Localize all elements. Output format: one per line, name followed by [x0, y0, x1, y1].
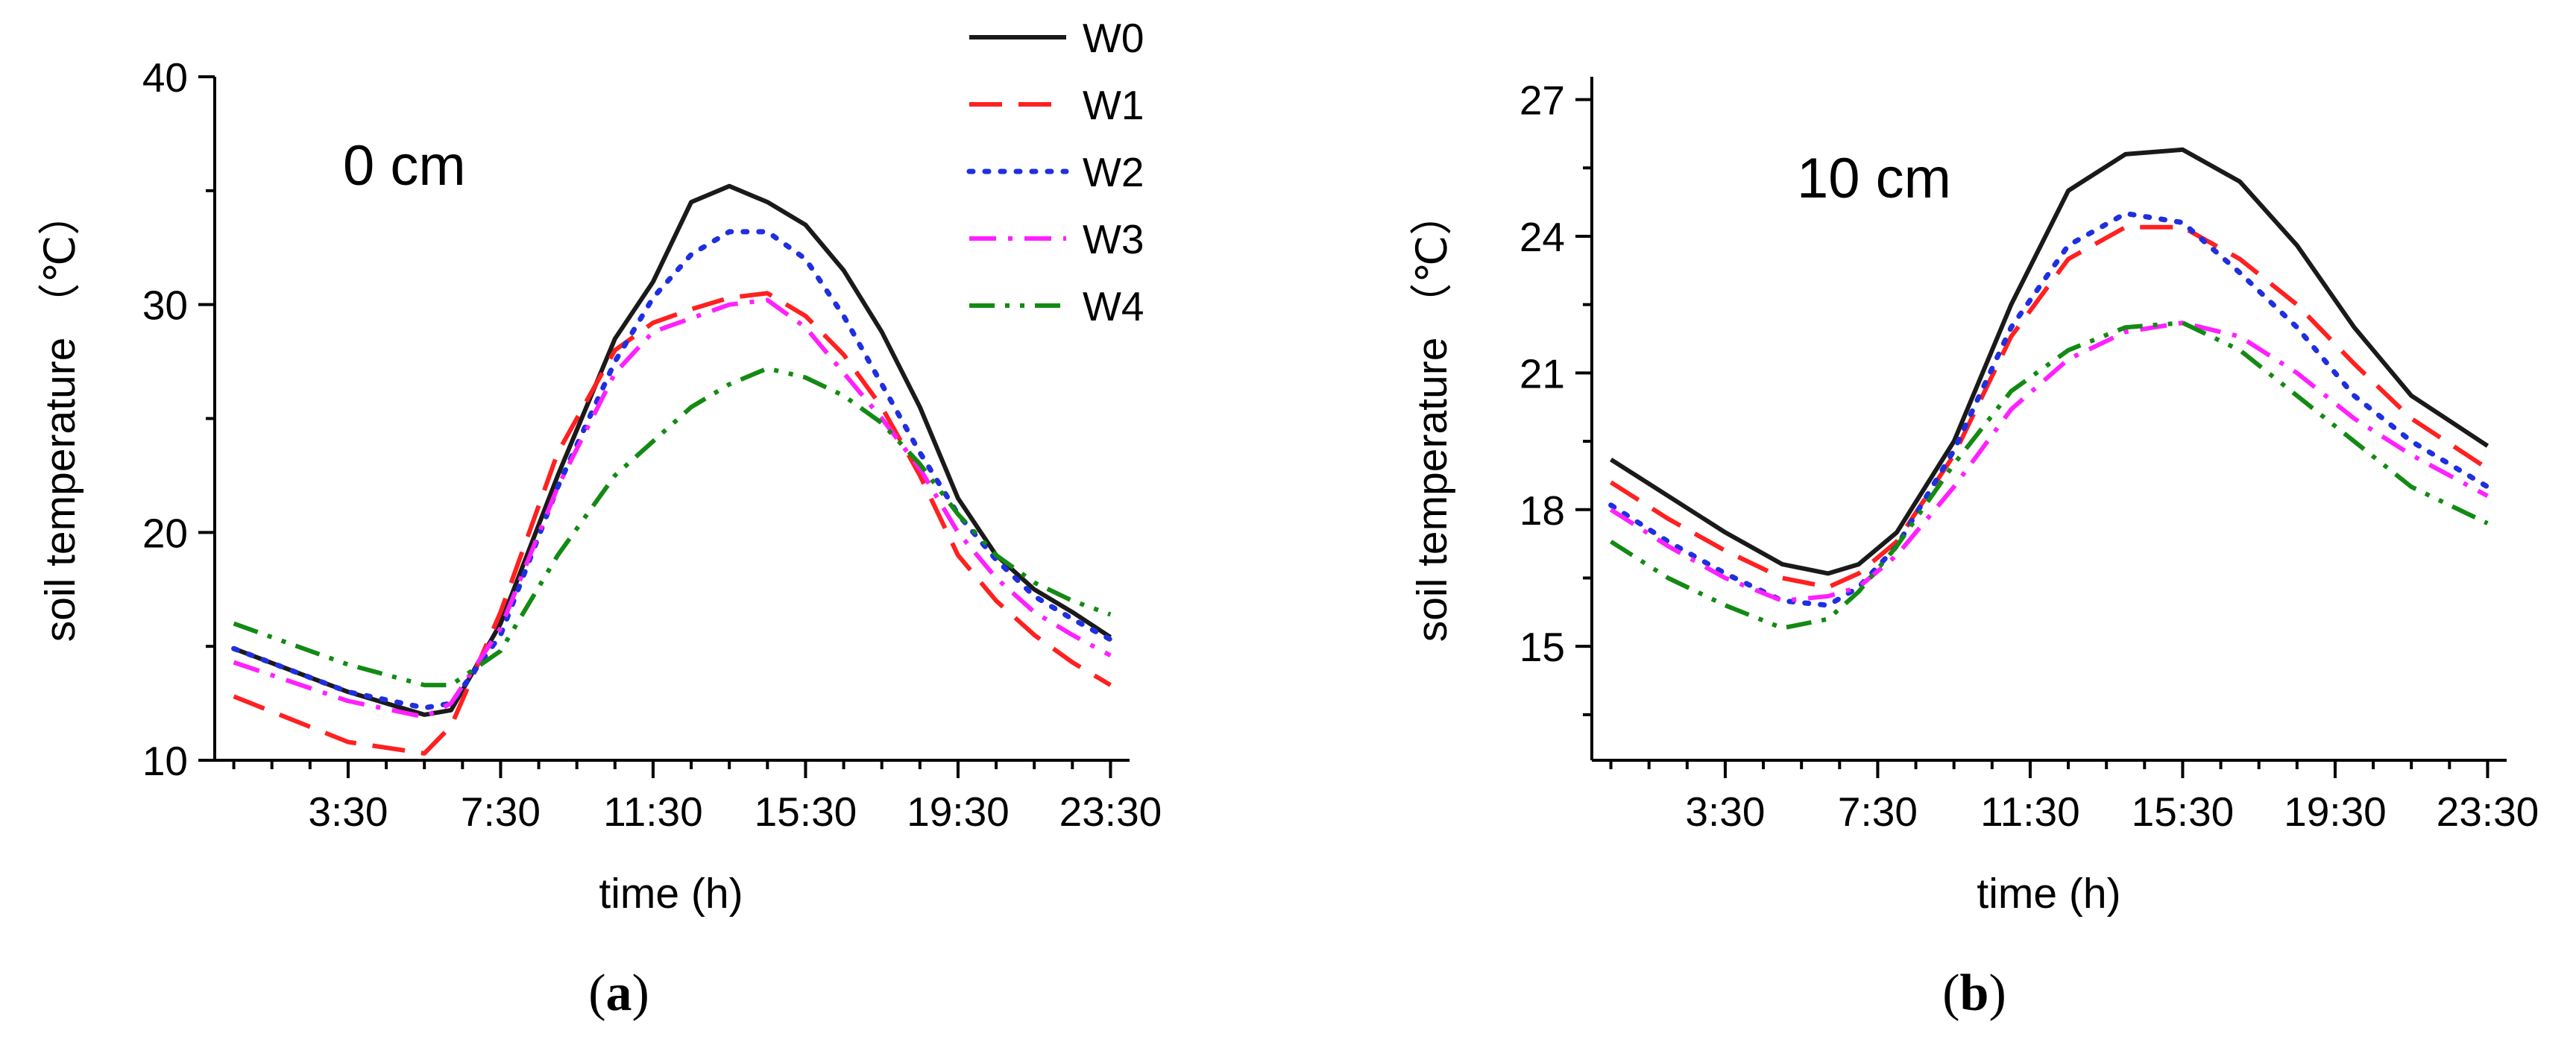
- x-tick-label: 23:30: [2437, 789, 2539, 835]
- x-tick-label: 3:30: [1685, 789, 1765, 835]
- panel-caption: (b): [1942, 964, 2006, 1022]
- caption-letter: b: [1960, 964, 1989, 1022]
- legend-label-w2: W2: [1083, 149, 1144, 195]
- x-tick-label: 23:30: [1059, 789, 1162, 835]
- series-line-w4: [233, 366, 1112, 688]
- y-tick-label: 27: [1520, 78, 1565, 124]
- caption-open-paren: (: [588, 964, 605, 1022]
- y-tick-label: 21: [1520, 350, 1565, 397]
- chart-panel-b: 15 18 21 24 27 3:30 7:30 11:30 15:30 19:30 23:30 ti…: [1408, 77, 2539, 1022]
- x-tick-label: 15:30: [755, 789, 857, 835]
- x-tick-label: 7:30: [1838, 789, 1918, 835]
- series-line-w3: [1609, 321, 2489, 603]
- series-line-w1: [1609, 224, 2490, 590]
- legend-label-w0: W0: [1083, 15, 1144, 61]
- y-tick-label: 15: [1520, 624, 1565, 670]
- x-tick-label: 11:30: [603, 789, 703, 835]
- x-tick-label: 19:30: [2284, 789, 2387, 835]
- caption-close-paren: ): [632, 964, 649, 1022]
- depth-annotation: 10 cm: [1797, 147, 1951, 210]
- caption-close-paren: ): [1988, 964, 2006, 1022]
- depth-annotation: 0 cm: [343, 134, 466, 198]
- caption-letter: a: [606, 964, 632, 1022]
- legend: W0 W1 W2 W3 W4: [966, 15, 1144, 329]
- x-tick-label: 15:30: [2132, 789, 2235, 835]
- panel-caption: (a): [588, 964, 649, 1022]
- y-axis-title: soil temperature （℃）: [1408, 193, 1456, 642]
- y-tick-label: 20: [142, 510, 188, 556]
- series-line-w2: [1608, 210, 2490, 608]
- x-tick-label: 11:30: [1980, 789, 2080, 835]
- y-tick-label: 40: [142, 54, 188, 101]
- x-axis-title: time (h): [1977, 870, 2120, 918]
- series-line-w3: [233, 297, 1112, 719]
- x-tick-label: 7:30: [461, 789, 541, 835]
- legend-label-w1: W1: [1083, 82, 1144, 128]
- y-tick-label: 24: [1520, 214, 1565, 260]
- series-line-w1: [233, 291, 1112, 756]
- caption-open-paren: (: [1942, 964, 1959, 1022]
- series-line-w2: [231, 229, 1113, 711]
- legend-label-w4: W4: [1083, 283, 1144, 329]
- y-tick-label: 30: [142, 282, 188, 329]
- y-tick-label: 18: [1520, 487, 1565, 534]
- y-axis-title: soil temperature （℃）: [37, 193, 84, 642]
- legend-label-w3: W3: [1083, 216, 1144, 262]
- chart-panel-a: 10 20 30 40 3:30 7:30 11:30 15:30 19:30 23:30 time…: [37, 54, 1162, 1022]
- series-line-w0: [1609, 147, 2490, 576]
- x-tick-label: 3:30: [308, 789, 388, 835]
- series-line-w0: [233, 183, 1112, 717]
- y-tick-label: 10: [142, 738, 188, 784]
- x-tick-label: 19:30: [907, 789, 1010, 835]
- x-axis-title: time (h): [599, 870, 743, 918]
- series-line-w4: [1609, 321, 2489, 631]
